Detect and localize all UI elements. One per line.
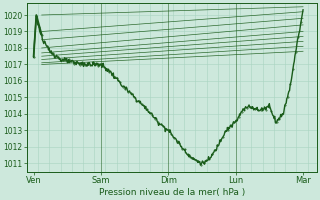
X-axis label: Pression niveau de la mer( hPa ): Pression niveau de la mer( hPa )	[99, 188, 245, 197]
